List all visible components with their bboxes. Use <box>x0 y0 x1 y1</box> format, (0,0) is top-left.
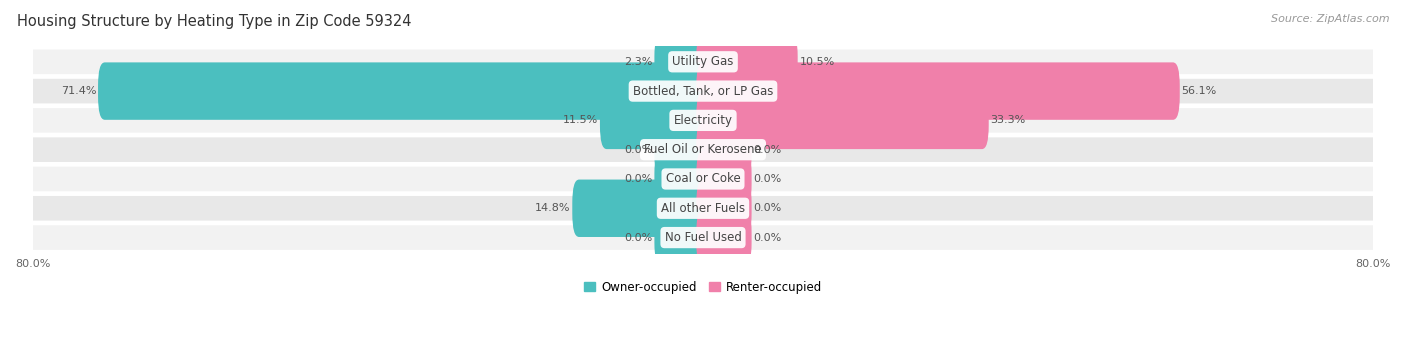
Text: All other Fuels: All other Fuels <box>661 202 745 215</box>
Text: 0.0%: 0.0% <box>754 174 782 184</box>
Text: 14.8%: 14.8% <box>536 203 571 213</box>
Text: 11.5%: 11.5% <box>562 115 599 125</box>
FancyBboxPatch shape <box>696 121 752 178</box>
FancyBboxPatch shape <box>572 180 710 237</box>
FancyBboxPatch shape <box>654 121 710 178</box>
FancyBboxPatch shape <box>98 62 710 120</box>
Legend: Owner-occupied, Renter-occupied: Owner-occupied, Renter-occupied <box>583 281 823 294</box>
Text: Utility Gas: Utility Gas <box>672 55 734 68</box>
Text: Housing Structure by Heating Type in Zip Code 59324: Housing Structure by Heating Type in Zip… <box>17 14 412 29</box>
Text: Coal or Coke: Coal or Coke <box>665 173 741 186</box>
FancyBboxPatch shape <box>696 33 797 90</box>
FancyBboxPatch shape <box>696 180 752 237</box>
FancyBboxPatch shape <box>696 150 752 208</box>
FancyBboxPatch shape <box>654 209 710 266</box>
Text: 0.0%: 0.0% <box>754 145 782 155</box>
FancyBboxPatch shape <box>654 150 710 208</box>
FancyBboxPatch shape <box>28 196 1378 221</box>
Text: Electricity: Electricity <box>673 114 733 127</box>
FancyBboxPatch shape <box>600 92 710 149</box>
FancyBboxPatch shape <box>696 209 752 266</box>
FancyBboxPatch shape <box>28 79 1378 103</box>
FancyBboxPatch shape <box>28 167 1378 191</box>
Text: 0.0%: 0.0% <box>754 233 782 242</box>
Text: No Fuel Used: No Fuel Used <box>665 231 741 244</box>
Text: 56.1%: 56.1% <box>1181 86 1216 96</box>
Text: 33.3%: 33.3% <box>990 115 1025 125</box>
FancyBboxPatch shape <box>696 92 988 149</box>
Text: 0.0%: 0.0% <box>624 174 652 184</box>
Text: 0.0%: 0.0% <box>624 145 652 155</box>
Text: Fuel Oil or Kerosene: Fuel Oil or Kerosene <box>644 143 762 156</box>
Text: 0.0%: 0.0% <box>754 203 782 213</box>
Text: 71.4%: 71.4% <box>60 86 97 96</box>
FancyBboxPatch shape <box>28 225 1378 250</box>
FancyBboxPatch shape <box>28 49 1378 74</box>
FancyBboxPatch shape <box>696 62 1180 120</box>
FancyBboxPatch shape <box>654 33 710 90</box>
Text: Bottled, Tank, or LP Gas: Bottled, Tank, or LP Gas <box>633 85 773 98</box>
FancyBboxPatch shape <box>28 137 1378 162</box>
Text: 0.0%: 0.0% <box>624 233 652 242</box>
Text: 10.5%: 10.5% <box>800 57 835 67</box>
Text: 2.3%: 2.3% <box>624 57 652 67</box>
FancyBboxPatch shape <box>28 108 1378 133</box>
Text: Source: ZipAtlas.com: Source: ZipAtlas.com <box>1271 14 1389 24</box>
